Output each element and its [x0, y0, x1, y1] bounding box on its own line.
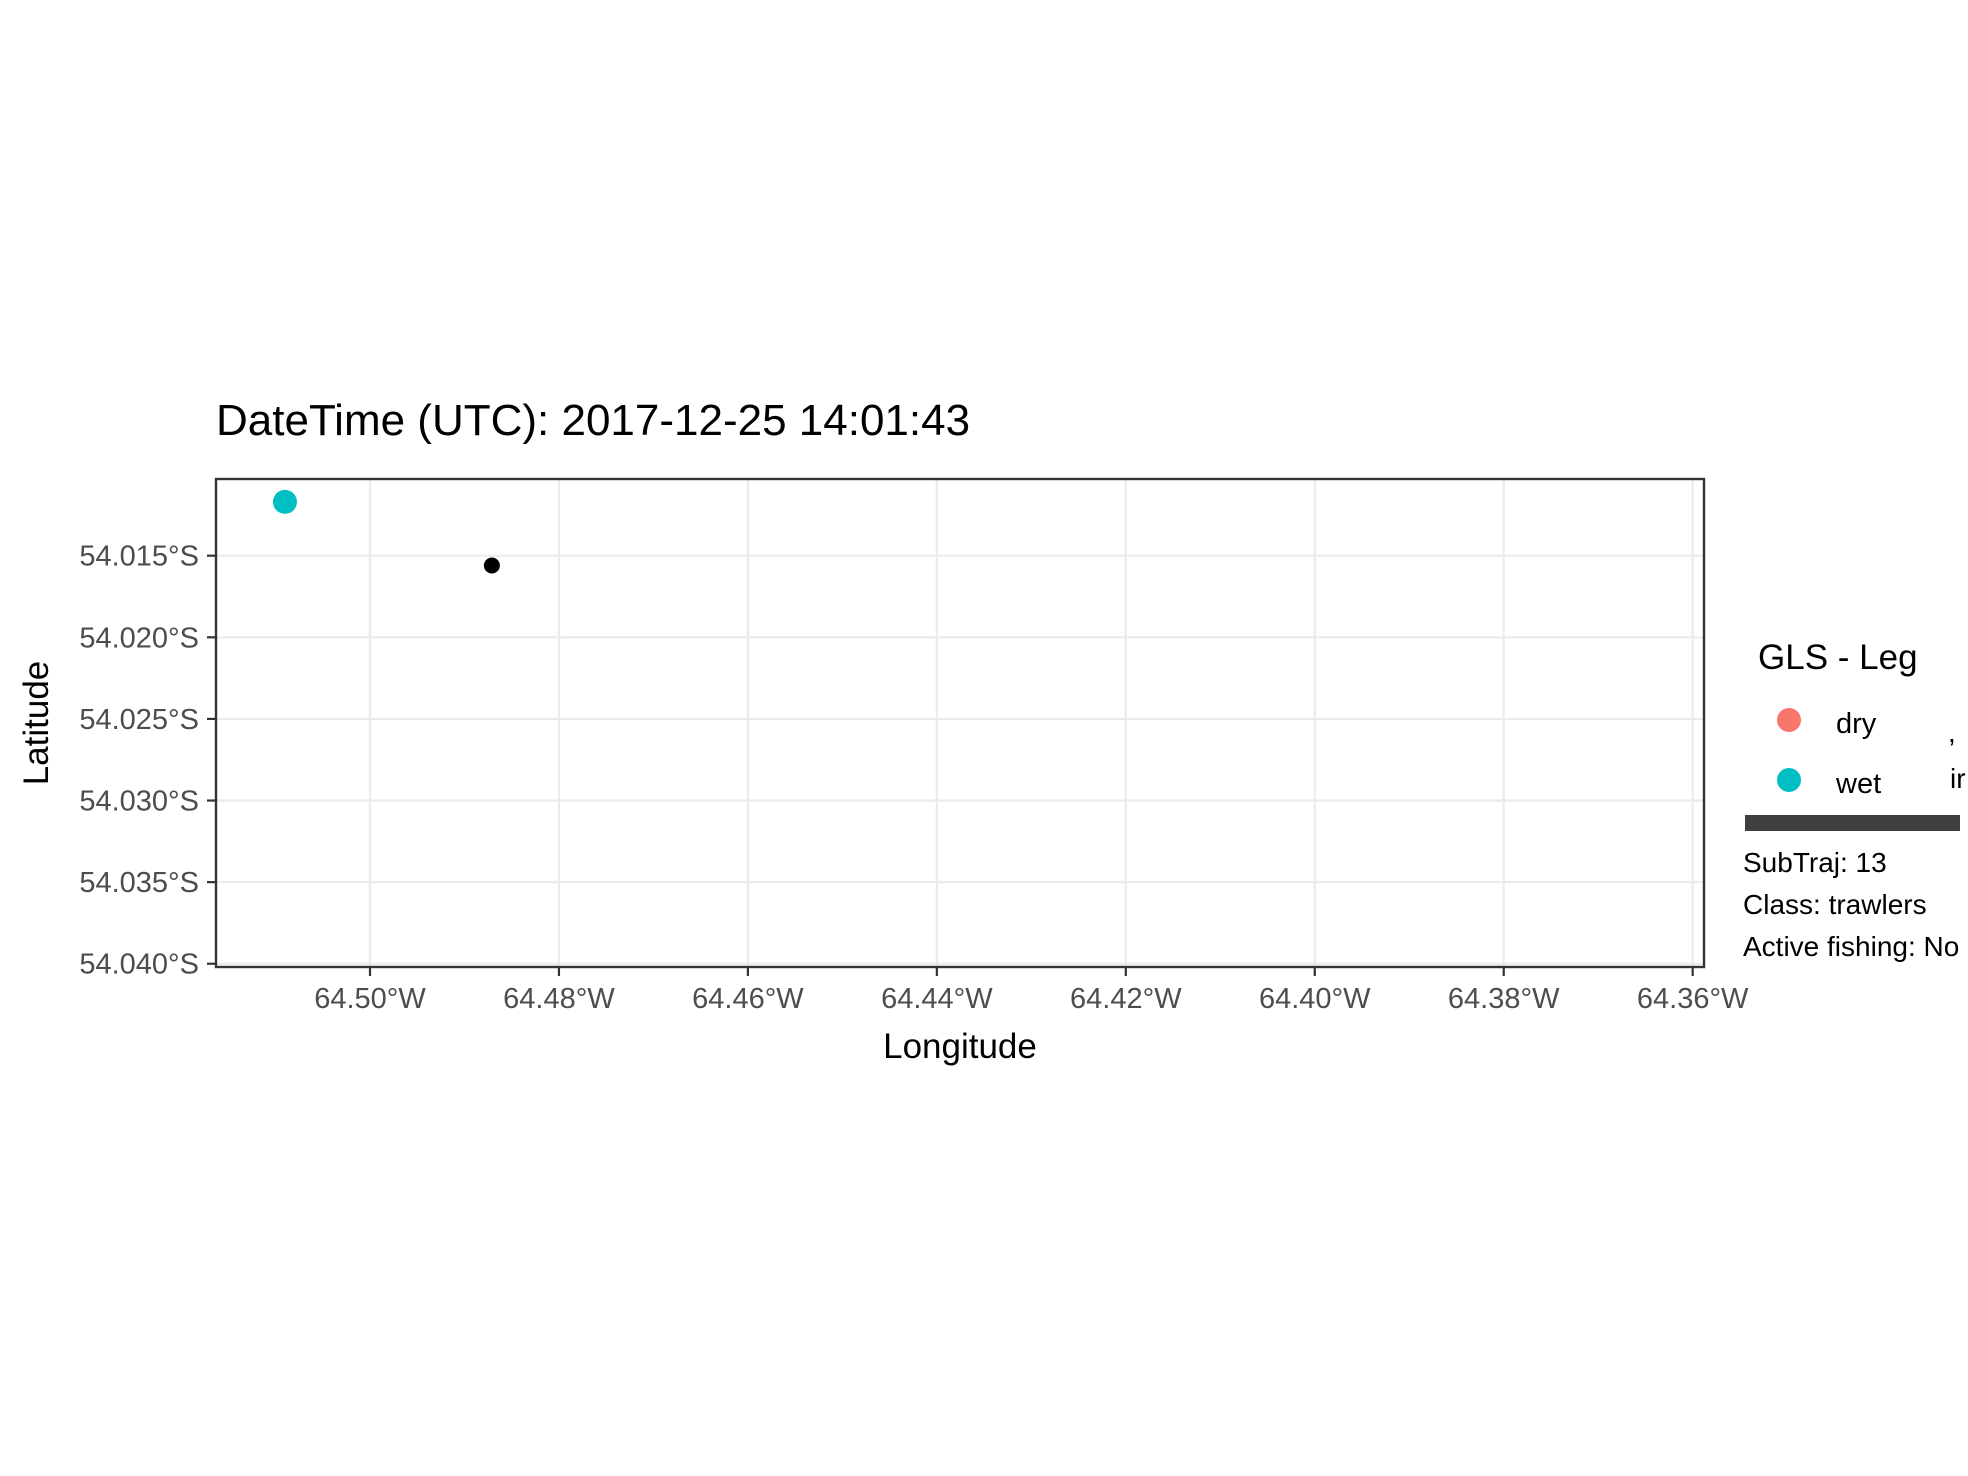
x-tick-label: 64.46°W	[692, 983, 804, 1015]
obscured-text	[1745, 815, 1960, 831]
y-axis: 54.015°S 54.020°S 54.025°S 54.030°S 54.035°S…	[79, 541, 216, 981]
info-line: Class: trawlers	[1743, 889, 1927, 920]
y-axis-title: Latitude	[17, 661, 56, 786]
x-tick-label: 64.38°W	[1448, 983, 1560, 1015]
y-tick-label: 54.025°S	[79, 704, 199, 736]
data-point-marker	[483, 557, 500, 574]
y-tick-label: 54.040°S	[79, 949, 199, 981]
x-axis-title: Longitude	[883, 1027, 1037, 1066]
x-tick-label: 64.36°W	[1637, 983, 1749, 1015]
y-tick-label: 54.015°S	[79, 541, 199, 573]
legend-key-wet	[1777, 768, 1801, 792]
y-tick-label: 54.020°S	[79, 622, 199, 654]
x-tick-label: 64.48°W	[503, 983, 615, 1015]
info-line: Active fishing: No	[1743, 931, 1959, 962]
legend-title: GLS - Leg	[1758, 638, 1918, 677]
clipped-fragment: ,	[1948, 717, 1956, 748]
x-tick-label: 64.50°W	[314, 983, 426, 1015]
info-line: SubTraj: 13	[1743, 847, 1887, 878]
x-tick-label: 64.40°W	[1259, 983, 1371, 1015]
chart-title: DateTime (UTC): 2017-12-25 14:01:43	[216, 396, 970, 445]
x-tick-label: 64.44°W	[881, 983, 993, 1015]
y-tick-label: 54.035°S	[79, 867, 199, 899]
legend-label: wet	[1835, 768, 1881, 800]
x-tick-label: 64.42°W	[1070, 983, 1182, 1015]
legend: GLS - Leg dry wet	[1745, 620, 1945, 815]
plot-panel	[214, 477, 1706, 969]
legend-label: dry	[1836, 708, 1877, 740]
info-annotation: SubTraj: 13 Class: trawlers Active fishing…	[1743, 717, 1966, 962]
clipped-fragment: ir	[1950, 763, 1966, 794]
grid	[216, 479, 1704, 967]
x-axis: 64.50°W 64.48°W 64.46°W 64.44°W 64.42°W 64.40…	[314, 967, 1749, 1015]
y-tick-label: 54.030°S	[79, 786, 199, 818]
data-point-wet	[272, 489, 297, 514]
data-points	[272, 489, 500, 574]
legend-key-dry	[1777, 708, 1801, 732]
